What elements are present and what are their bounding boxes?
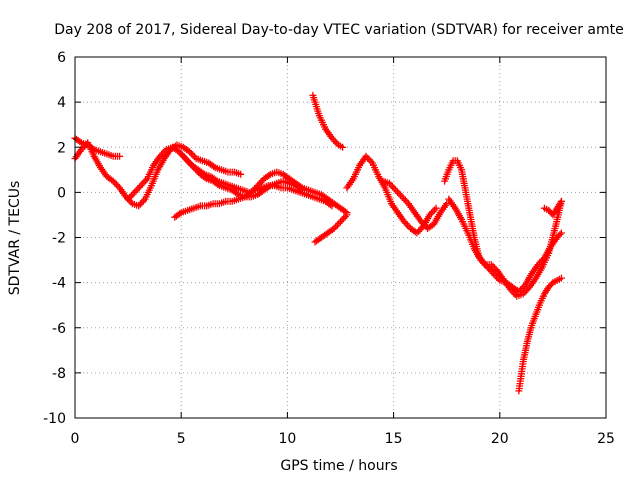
- series-track-j: [441, 157, 565, 300]
- series-track-f: [309, 91, 347, 151]
- series-track-l: [515, 274, 565, 395]
- axis-ticks: 0 5 10 15 20 25 -10 -8 -6 -4 -2 0 2 4 6: [43, 50, 615, 447]
- series-markers: [445, 195, 565, 296]
- series-markers: [343, 152, 440, 237]
- y-tick-label: 2: [57, 140, 66, 156]
- y-tick-label: -10: [43, 411, 66, 427]
- y-tick-label: 4: [57, 95, 66, 111]
- x-tick-label: 10: [278, 431, 296, 447]
- y-tick-label: -8: [52, 366, 66, 382]
- data-points: [71, 91, 565, 395]
- x-tick-label: 5: [177, 431, 186, 447]
- series-markers: [515, 274, 565, 395]
- series-markers: [379, 177, 451, 232]
- x-tick-label: 15: [385, 431, 403, 447]
- x-axis-label: GPS time / hours: [280, 458, 397, 474]
- x-tick-label: 25: [597, 431, 615, 447]
- y-tick-label: -6: [52, 321, 66, 337]
- x-tick-label: 20: [491, 431, 509, 447]
- series-markers: [311, 211, 351, 246]
- series-markers: [441, 157, 565, 300]
- series-track-i: [379, 177, 451, 232]
- series-markers: [309, 91, 347, 151]
- series-track-e: [171, 168, 351, 221]
- y-tick-label: -4: [52, 276, 66, 292]
- y-tick-label: 0: [57, 185, 66, 201]
- plot-frame: [74, 56, 607, 419]
- series-track-g: [311, 211, 351, 246]
- y-tick-label: 6: [57, 50, 66, 66]
- grid-lines: [75, 57, 606, 418]
- series-track-k: [445, 195, 565, 296]
- series-track-h: [343, 152, 440, 237]
- series-markers: [540, 197, 565, 219]
- series-track-m: [540, 197, 565, 219]
- x-tick-label: 0: [71, 431, 80, 447]
- y-tick-label: -2: [52, 231, 66, 247]
- y-axis-label: SDTVAR / TECUs: [7, 181, 23, 296]
- series-markers: [171, 168, 351, 221]
- chart-title: Day 208 of 2017, Sidereal Day-to-day VTE…: [54, 22, 624, 38]
